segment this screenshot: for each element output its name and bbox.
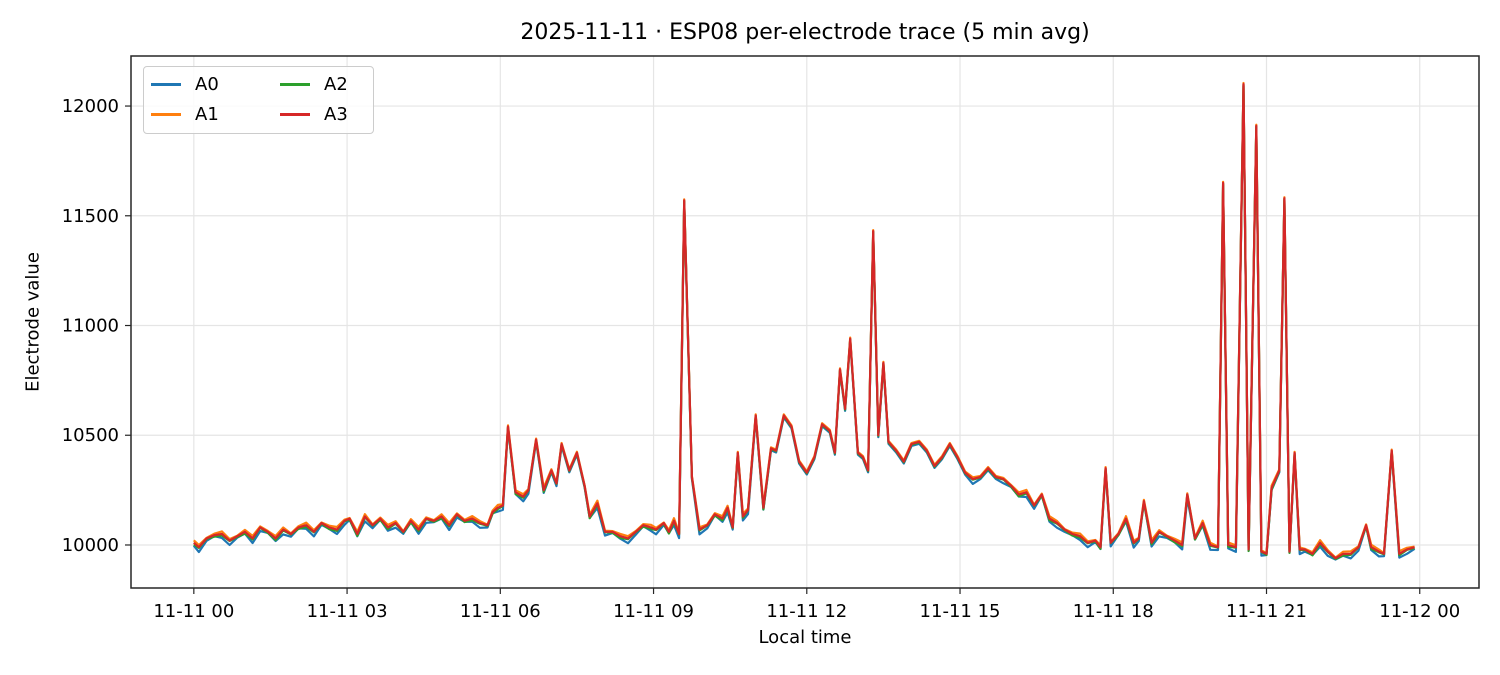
legend-swatch-a0 — [151, 82, 181, 86]
legend: A0 A1 A2 A3 — [143, 66, 374, 134]
plot-frame — [130, 55, 1480, 589]
series-line-a0 — [192, 84, 1416, 561]
x-tick-label: 11-11 00 — [153, 601, 234, 622]
series-line-a2 — [193, 83, 1415, 561]
y-axis-ticks: 10000 10500 11000 11500 12000 — [62, 96, 131, 556]
x-tick-label: 11-12 00 — [1379, 601, 1460, 622]
legend-item-a1: A1 — [151, 102, 219, 126]
chart-title: 2025-11-11 · ESP08 per-electrode trace (… — [520, 20, 1090, 45]
legend-label-a1: A1 — [195, 103, 219, 125]
x-tick-label: 11-11 18 — [1073, 601, 1154, 622]
series-line-a3 — [193, 82, 1415, 560]
y-axis-label: Electrode value — [22, 252, 44, 392]
y-tick-label: 10500 — [62, 425, 119, 446]
legend-label-a0: A0 — [195, 73, 219, 95]
x-tick-label: 11-11 09 — [613, 601, 694, 622]
legend-swatch-a2 — [280, 82, 310, 86]
legend-label-a3: A3 — [324, 103, 348, 125]
legend-item-a0: A0 — [151, 72, 219, 96]
grid-lines — [131, 56, 1479, 588]
y-tick-label: 11000 — [62, 316, 119, 337]
x-axis-label: Local time — [758, 627, 852, 648]
legend-swatch-a3 — [280, 112, 310, 116]
legend-swatch-a1 — [151, 112, 181, 116]
y-tick-label: 11500 — [62, 206, 119, 227]
x-tick-label: 11-11 03 — [307, 601, 388, 622]
legend-item-a2: A2 — [280, 72, 348, 96]
legend-label-a2: A2 — [324, 73, 348, 95]
x-axis-ticks: 11-11 00 11-11 03 11-11 06 11-11 09 11-11 12… — [153, 588, 1460, 622]
y-tick-label: 10000 — [62, 535, 119, 556]
x-tick-label: 11-11 06 — [460, 601, 541, 622]
x-tick-label: 11-11 15 — [920, 601, 1001, 622]
series-line-a1 — [193, 81, 1415, 559]
y-tick-label: 12000 — [62, 96, 119, 117]
x-tick-label: 11-11 12 — [766, 601, 847, 622]
x-tick-label: 11-11 21 — [1226, 601, 1307, 622]
legend-item-a3: A3 — [280, 102, 348, 126]
series-lines — [192, 81, 1416, 561]
